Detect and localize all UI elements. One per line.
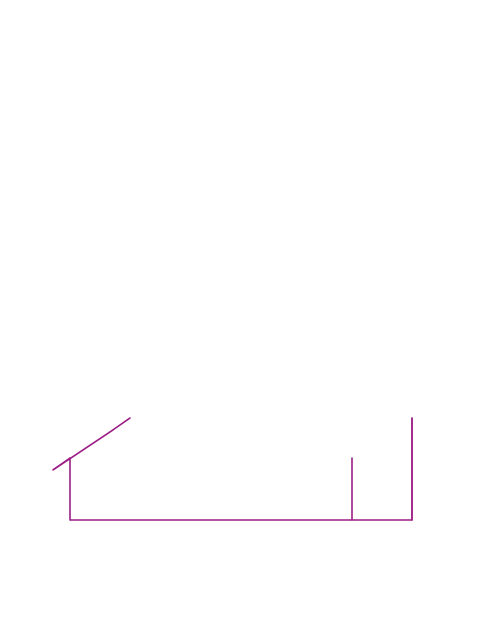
dimension-diagram: [0, 0, 500, 641]
bench-drawing: [0, 0, 500, 641]
